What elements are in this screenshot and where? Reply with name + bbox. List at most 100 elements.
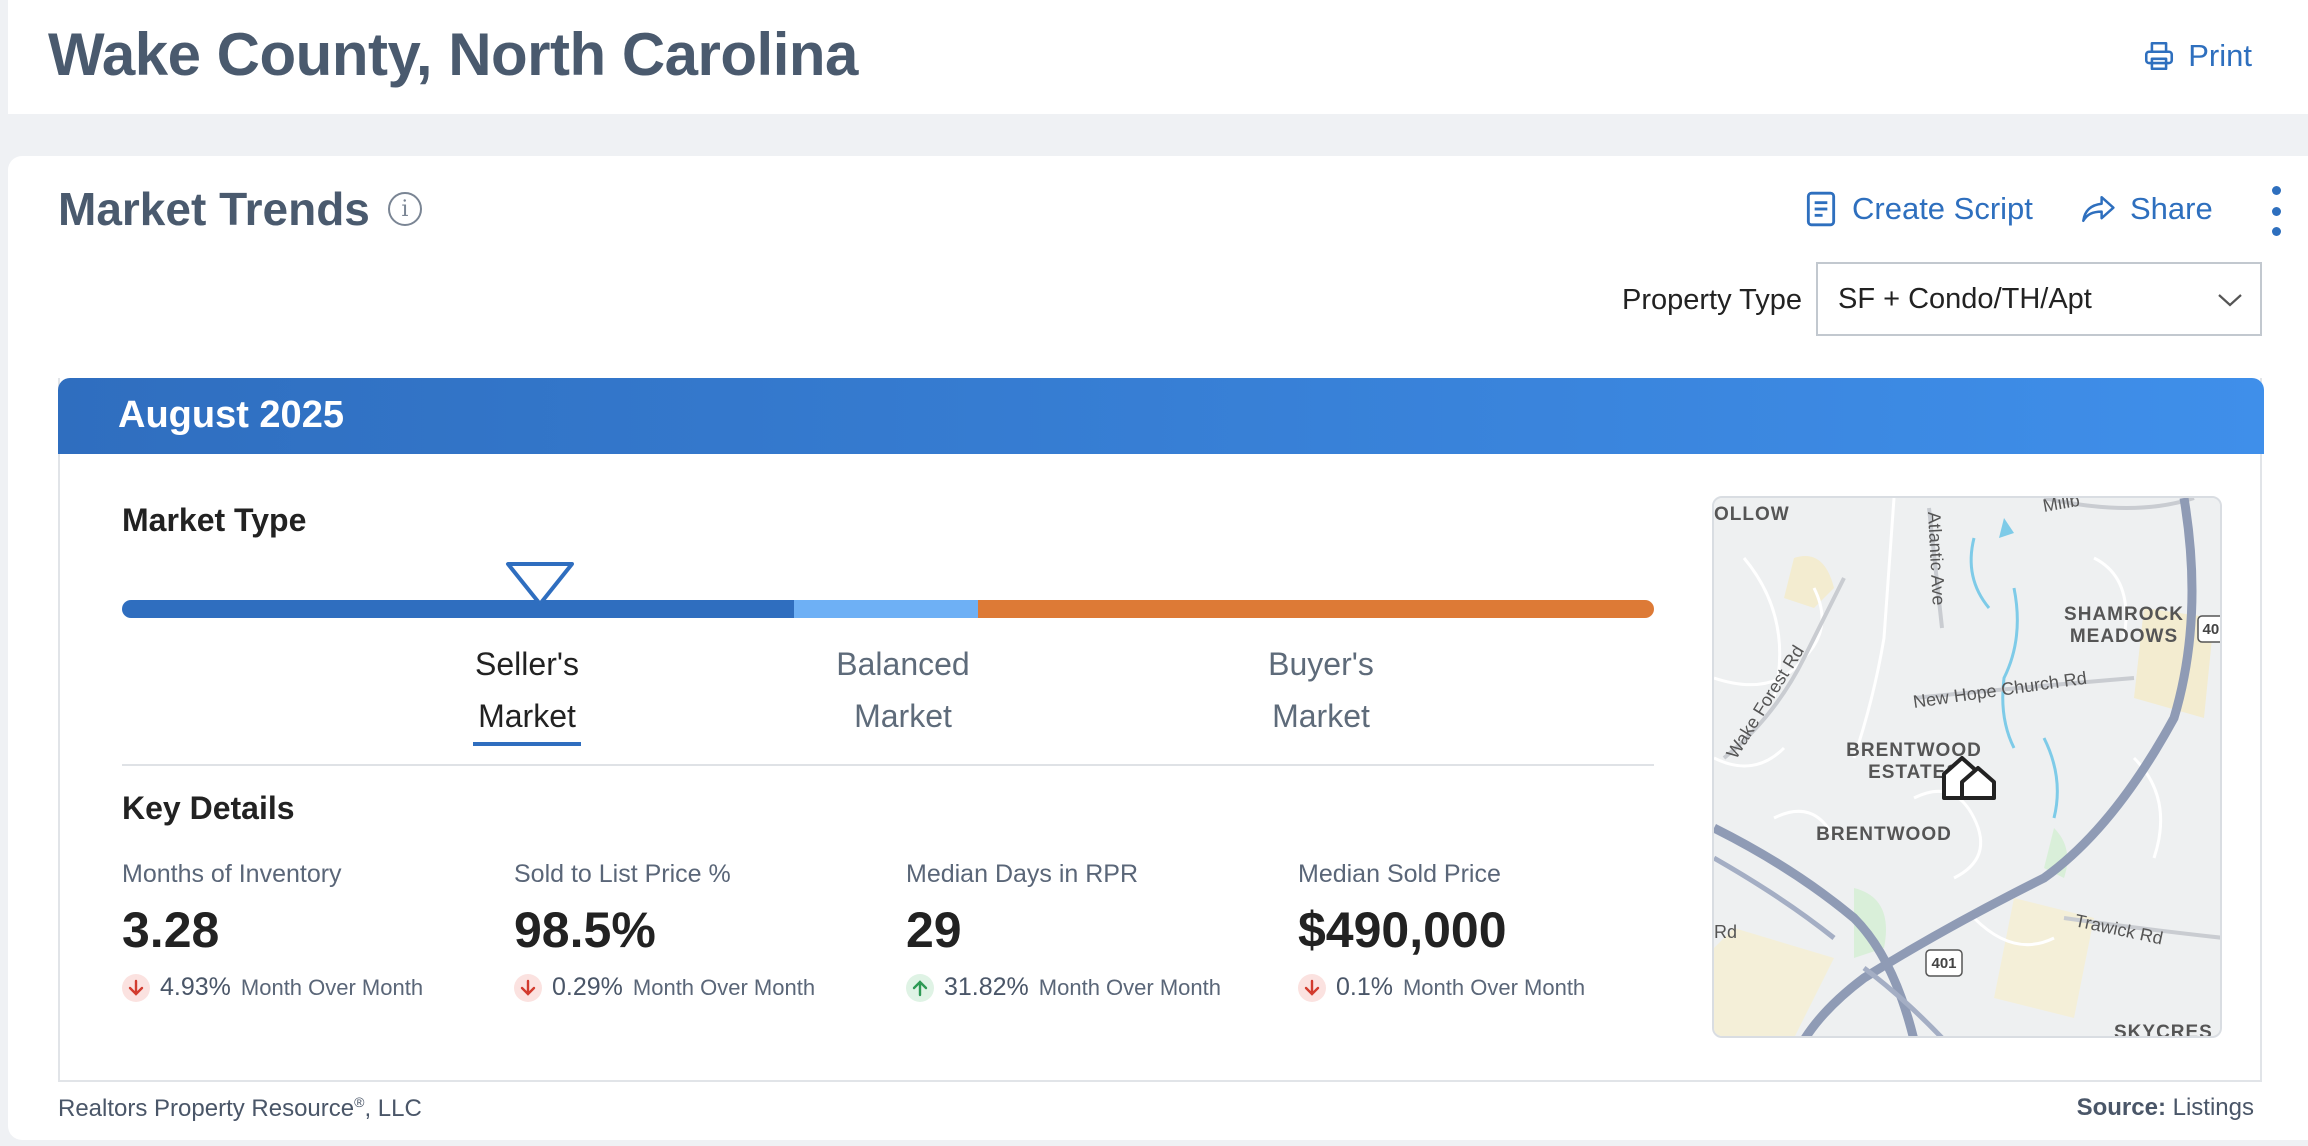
svg-text:401: 401 bbox=[2202, 621, 2222, 638]
map-highway bbox=[1714, 855, 1836, 940]
property-type-select[interactable]: SF + Condo/TH/Apt bbox=[1816, 262, 2262, 336]
home-marker-icon bbox=[1942, 756, 1996, 800]
create-script-button[interactable]: Create Script bbox=[1804, 190, 2033, 228]
metric-change-period: Month Over Month bbox=[1038, 974, 1221, 1000]
property-type-value: SF + Condo/TH/Apt bbox=[1838, 282, 2092, 315]
print-button[interactable]: Print bbox=[2142, 38, 2252, 74]
footer-source: Source: Listings bbox=[2077, 1094, 2254, 1122]
share-label: Share bbox=[2130, 191, 2213, 226]
metric-change-pct: 0.1% bbox=[1336, 973, 1393, 1001]
metric-label: Median Sold Price bbox=[1298, 860, 1501, 888]
seller-segment bbox=[122, 600, 794, 618]
arrow-down-icon bbox=[1298, 973, 1326, 1002]
market-type-label: Market Type bbox=[122, 502, 307, 538]
chevron-down-icon bbox=[2218, 294, 2242, 307]
create-script-label: Create Script bbox=[1852, 191, 2033, 226]
map-roads bbox=[1722, 498, 2220, 940]
metric-months-of-inventory: Months of Inventory 3.28 4.93% Month Ove… bbox=[122, 860, 514, 1002]
map-area bbox=[1784, 556, 1834, 608]
map-highway bbox=[1862, 966, 1944, 1036]
metric-change-pct: 4.93% bbox=[160, 973, 231, 1001]
metric-median-days: Median Days in RPR 29 31.82% Month Over … bbox=[906, 860, 1298, 1002]
info-icon[interactable]: i bbox=[387, 192, 422, 226]
metric-change-period: Month Over Month bbox=[240, 974, 424, 1000]
footer-company-name: Realtors Property Resource bbox=[58, 1095, 355, 1122]
metric-change: 0.29% Month Over Month bbox=[514, 973, 906, 1002]
map-stream bbox=[2001, 587, 2019, 749]
map-highway bbox=[1801, 498, 2197, 1036]
arrow-up-icon bbox=[906, 973, 934, 1002]
metric-value: 3.28 bbox=[122, 902, 220, 958]
buyer-segment bbox=[978, 600, 1654, 618]
metric-value: $490,000 bbox=[1298, 902, 1507, 958]
metric-label: Sold to List Price % bbox=[514, 860, 731, 888]
area-map[interactable]: 401 401 OLLOW SHAMROCK MEADOWS BRENTWOOD… bbox=[1712, 496, 2222, 1038]
active-underline bbox=[473, 742, 581, 746]
metric-change-period: Month Over Month bbox=[632, 974, 816, 1000]
metric-change: 31.82% Month Over Month bbox=[906, 973, 1298, 1002]
map-highway bbox=[1714, 823, 1918, 1036]
market-type-bar bbox=[122, 600, 1654, 618]
arrow-down-icon bbox=[122, 973, 150, 1002]
metric-median-sold-price: Median Sold Price $490,000 0.1% Month Ov… bbox=[1298, 860, 1690, 1002]
metric-sold-to-list: Sold to List Price % 98.5% 0.29% Month O… bbox=[514, 860, 906, 1002]
market-label-buyer-line1: Buyer's bbox=[1268, 646, 1374, 682]
map-label: SHAMROCK bbox=[2064, 604, 2184, 625]
map-area bbox=[1714, 928, 1834, 1036]
share-icon bbox=[2082, 195, 2115, 223]
metric-label: Months of Inventory bbox=[122, 860, 342, 888]
map-stream bbox=[2042, 737, 2059, 819]
market-panel: August 2025 Market Type Seller's Market … bbox=[58, 378, 2264, 1082]
page-header: Wake County, North Carolina Print bbox=[8, 0, 2308, 114]
map-area bbox=[1994, 898, 2094, 1018]
map-stream bbox=[1969, 537, 1991, 609]
svg-text:401: 401 bbox=[1931, 955, 1956, 972]
market-label-seller-line1: Seller's bbox=[475, 646, 579, 682]
market-label-balanced-line2: Market bbox=[854, 698, 952, 734]
divider bbox=[122, 764, 1654, 766]
route-shield-icon: 401 bbox=[2197, 615, 2222, 643]
metric-value: 29 bbox=[906, 902, 962, 958]
arrow-down-icon bbox=[514, 973, 542, 1002]
map-label: Atlantic Ave bbox=[1924, 511, 1949, 606]
market-label-balanced: Balanced Market bbox=[788, 638, 1018, 742]
footer-source-label: Source: bbox=[2076, 1094, 2166, 1121]
panel-header: August 2025 bbox=[58, 378, 2264, 454]
balanced-segment bbox=[794, 600, 978, 618]
market-label-seller: Seller's Market bbox=[412, 638, 642, 746]
footer-source-value: Listings bbox=[2172, 1094, 2254, 1121]
footer-company-suffix: , LLC bbox=[364, 1095, 422, 1122]
more-options-icon[interactable] bbox=[2266, 186, 2286, 236]
map-label: MEADOWS bbox=[2070, 626, 2178, 647]
metric-value: 98.5% bbox=[514, 902, 656, 958]
market-label-buyer: Buyer's Market bbox=[1206, 638, 1436, 742]
market-label-balanced-line1: Balanced bbox=[836, 646, 970, 682]
map-label: ESTATES bbox=[1868, 762, 1960, 783]
market-position-marker-icon bbox=[506, 562, 574, 606]
card-title: Market Trends i bbox=[58, 182, 422, 236]
metric-change-period: Month Over Month bbox=[1402, 974, 1586, 1000]
metric-change: 0.1% Month Over Month bbox=[1298, 973, 1690, 1002]
map-lake bbox=[1999, 518, 2014, 538]
map-label: SKYCRES bbox=[2114, 1022, 2213, 1038]
key-details-title: Key Details bbox=[122, 790, 295, 826]
property-type-label: Property Type bbox=[1622, 284, 1803, 316]
metric-label: Median Days in RPR bbox=[906, 860, 1139, 888]
card-title-text: Market Trends bbox=[58, 183, 370, 235]
map-label: BRENTWOOD bbox=[1816, 824, 1952, 845]
map-label: Rd bbox=[1714, 922, 1737, 942]
market-label-seller-line2: Market bbox=[478, 698, 576, 734]
page-title: Wake County, North Carolina bbox=[48, 21, 858, 88]
market-trends-card: Market Trends i Create Script Share Prop… bbox=[8, 156, 2308, 1140]
print-label: Print bbox=[2188, 38, 2252, 73]
metric-change: 4.93% Month Over Month bbox=[122, 973, 514, 1002]
metric-change-pct: 31.82% bbox=[944, 973, 1029, 1001]
share-button[interactable]: Share bbox=[2082, 190, 2213, 228]
metric-change-pct: 0.29% bbox=[552, 973, 623, 1001]
printer-icon bbox=[2145, 41, 2174, 71]
footer-company: Realtors Property Resource®, LLC bbox=[58, 1094, 422, 1122]
route-shield-icon: 401 bbox=[1925, 949, 1963, 977]
market-label-buyer-line2: Market bbox=[1272, 698, 1370, 734]
map-label: BRENTWOOD bbox=[1846, 740, 1982, 761]
map-label: OLLOW bbox=[1714, 504, 1790, 525]
